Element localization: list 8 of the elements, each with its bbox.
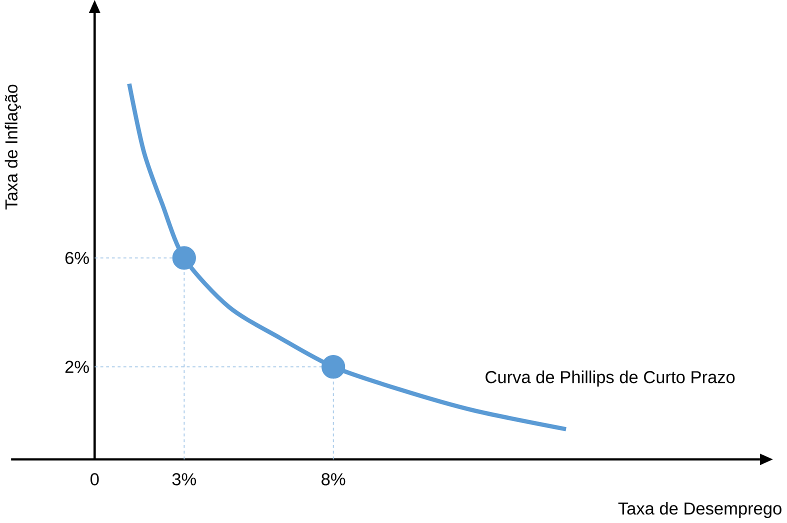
y-tick-label: 6%: [65, 252, 89, 264]
y-tick-label: 2%: [65, 360, 89, 373]
x-tick-label: 8%: [322, 473, 346, 486]
series-label: Curva de Phillips de Curto Prazo: [486, 370, 735, 387]
y-axis-title: Taxa de Inflação: [4, 84, 21, 210]
x-axis-title: Taxa de Desemprego: [618, 502, 782, 518]
x-tick-label: 0: [90, 473, 99, 486]
x-tick-label: 3%: [172, 473, 196, 486]
